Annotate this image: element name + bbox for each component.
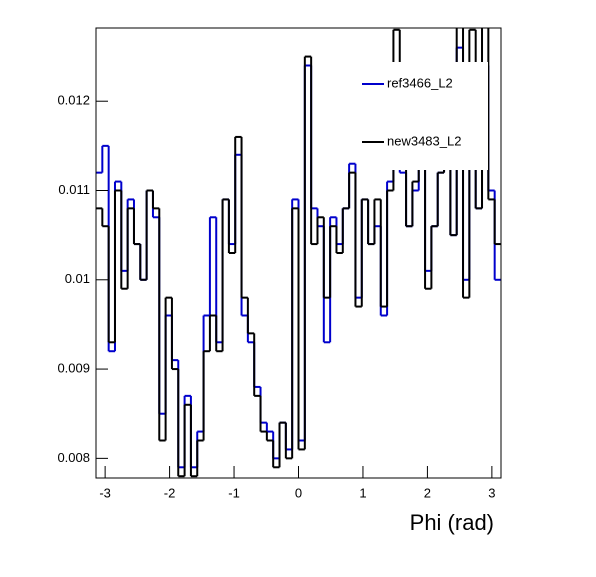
- x-tick-label: 3: [488, 485, 495, 500]
- y-tick-label: 0.012: [57, 93, 90, 108]
- legend-label: new3483_L2: [387, 133, 461, 148]
- x-tick-label: -2: [164, 485, 176, 500]
- legend-label: ref3466_L2: [387, 75, 453, 90]
- x-tick-label: -1: [228, 485, 240, 500]
- x-tick-label: 2: [424, 485, 431, 500]
- y-tick-label: 0.01: [65, 271, 90, 286]
- x-tick-label: 1: [359, 485, 366, 500]
- legend-box: [358, 62, 488, 170]
- y-tick-label: 0.011: [58, 182, 90, 197]
- y-tick-label: 0.009: [57, 361, 90, 376]
- x-axis-label: Phi (rad): [410, 510, 494, 535]
- x-tick-label: -3: [99, 485, 111, 500]
- x-tick-label: 0: [295, 485, 302, 500]
- y-tick-label: 0.008: [57, 450, 90, 465]
